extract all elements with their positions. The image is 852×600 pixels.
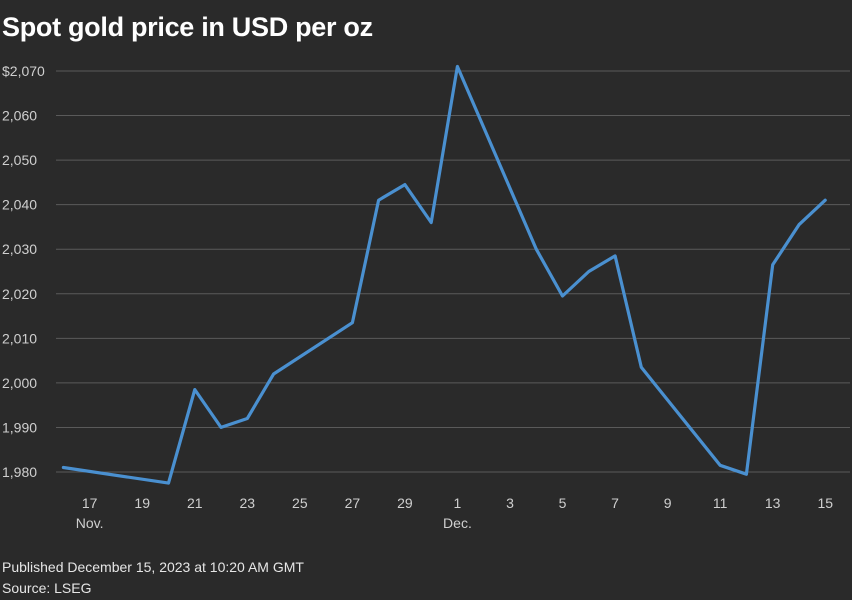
x-axis-ticks: 17 Nov. 19 21 23 25 27 29 1 Dec. 3 5 7 9 11 13 15 — [76, 495, 833, 531]
x-tick-label: 19 — [134, 495, 150, 511]
y-tick-label: 2,030 — [2, 241, 37, 257]
x-tick-label: 13 — [765, 495, 781, 511]
x-tick-label: 17 — [82, 495, 98, 511]
y-tick-label: 2,040 — [2, 197, 37, 213]
y-tick-label: $2,070 — [2, 63, 45, 79]
chart-title: Spot gold price in USD per oz — [2, 12, 373, 42]
x-tick-label: 7 — [611, 495, 619, 511]
published-note: Published December 15, 2023 at 10:20 AM … — [2, 559, 304, 575]
x-tick-label: 5 — [559, 495, 567, 511]
series-layer — [61, 64, 827, 485]
y-tick-label: 2,050 — [2, 152, 37, 168]
series-line-gold-price — [61, 64, 827, 485]
x-tick-label: 3 — [506, 495, 514, 511]
y-tick-label: 2,010 — [2, 330, 37, 346]
x-tick-label: 25 — [292, 495, 308, 511]
x-month-label: Dec. — [443, 515, 472, 531]
x-tick-label: 29 — [397, 495, 413, 511]
x-tick-label: 27 — [345, 495, 361, 511]
y-tick-label: 2,020 — [2, 286, 37, 302]
y-tick-label: 2,060 — [2, 108, 37, 124]
y-tick-label: 1,990 — [2, 419, 37, 435]
y-axis-ticks: 1,980 1,990 2,000 2,010 2,020 2,030 2,040 2,050… — [2, 63, 45, 480]
y-tick-label: 1,980 — [2, 464, 37, 480]
x-tick-label: 23 — [240, 495, 256, 511]
gridlines — [56, 70, 850, 473]
x-month-label: Nov. — [76, 515, 104, 531]
y-tick-label: 2,000 — [2, 375, 37, 391]
x-tick-label: 9 — [664, 495, 672, 511]
line-chart: 1,980 1,990 2,000 2,010 2,020 2,030 2,040 2,050… — [2, 63, 850, 531]
x-tick-label: 1 — [454, 495, 462, 511]
x-tick-label: 21 — [187, 495, 203, 511]
x-tick-label: 11 — [713, 495, 728, 511]
source-note: Source: LSEG — [2, 580, 92, 596]
x-tick-label: 15 — [817, 495, 833, 511]
